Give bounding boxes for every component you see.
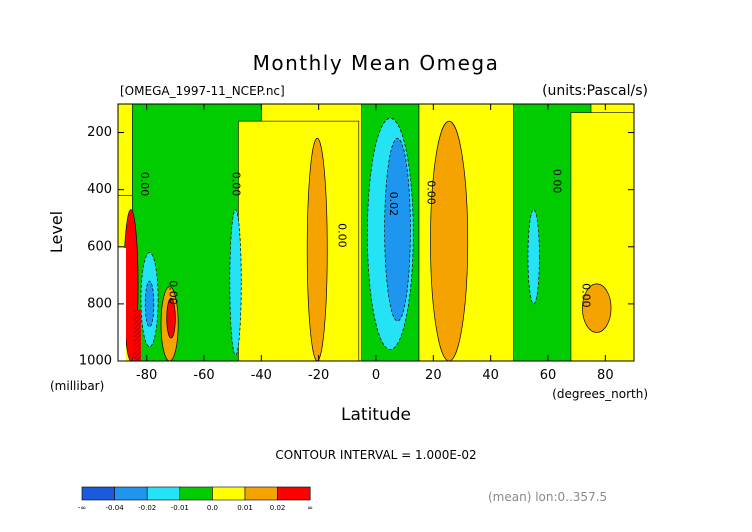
colorbar-label: 0.0 [207, 504, 218, 512]
feature-orange [430, 120, 469, 361]
feature-orange [306, 137, 328, 361]
contour-label: 0.00 [579, 283, 592, 308]
contour-label: 0.02 [387, 192, 400, 217]
units-label: (units:Pascal/s) [542, 83, 648, 99]
y-axis-units: (millibar) [50, 379, 104, 393]
x-tick-label: 0 [372, 368, 380, 383]
contour-label: 0.00 [230, 172, 243, 197]
y-axis: 200 400 600 800 1000 [79, 125, 634, 369]
feature-cyan [527, 209, 540, 305]
x-tick-label: 60 [540, 368, 557, 383]
colorbar-label: ∞ [307, 504, 313, 512]
x-tick-label: 80 [597, 368, 614, 383]
x-axis-units: (degrees_north) [552, 387, 648, 401]
contour-fill [118, 104, 634, 361]
x-tick-label: -80 [136, 368, 157, 383]
feature-red [166, 297, 176, 339]
plot-area: 0.00 0.00 0.00 0.00 0.02 0.00 0.00 0.00 [117, 103, 635, 362]
colorbar-label: -0.01 [171, 504, 189, 512]
colorbar-label: 0.01 [237, 504, 253, 512]
x-tick-label: -20 [308, 368, 329, 383]
feature-blue [144, 280, 155, 328]
colorbar-swatch [179, 486, 213, 501]
contour-label: 0.00 [166, 280, 179, 305]
x-tick-label: 20 [425, 368, 442, 383]
colorbar-swatch [212, 486, 246, 501]
contour-interval-text: CONTOUR INTERVAL = 1.000E-02 [275, 448, 476, 462]
contour-label: 0.00 [551, 169, 564, 194]
y-tick-label: 200 [87, 125, 112, 140]
y-tick-label: 600 [87, 239, 112, 254]
y-tick-label: 800 [87, 296, 112, 311]
y-axis-title: Level [47, 211, 66, 253]
feature-orange [582, 283, 612, 333]
colorbar-label: 0.02 [270, 504, 286, 512]
colorbar-label: -0.04 [106, 504, 125, 512]
chart-title: Monthly Mean Omega [253, 51, 500, 75]
colorbar-swatch [244, 486, 278, 501]
file-label: [OMEGA_1997-11_NCEP.nc] [120, 84, 285, 98]
contour-label: 0.00 [424, 180, 437, 205]
colorbar-label: -0.02 [138, 504, 156, 512]
colorbar-swatch [81, 486, 115, 501]
y-tick-label: 400 [87, 182, 112, 197]
region-yellow [238, 120, 360, 361]
x-axis-title: Latitude [341, 405, 411, 425]
x-axis: -80 -60 -40 -20 0 20 40 60 80 [136, 104, 614, 383]
contour-labels: 0.00 0.00 0.00 0.00 0.02 0.00 0.00 0.00 [138, 169, 592, 308]
colorbar-swatch [146, 486, 181, 501]
colorbar-swatch [277, 486, 311, 501]
contour-label: 0.00 [138, 172, 151, 197]
y-tick-label: 1000 [79, 354, 112, 369]
x-tick-label: -60 [193, 368, 214, 383]
feature-blue [384, 137, 411, 322]
colorbar-swatch [114, 486, 148, 501]
contour-label: 0.00 [336, 223, 349, 248]
x-tick-label: -40 [251, 368, 272, 383]
colorbar: -∞ -0.04 -0.02 -0.01 0.0 0.01 0.02 ∞ [78, 486, 313, 512]
hatched-max [133, 309, 141, 361]
colorbar-label: -∞ [78, 504, 86, 512]
footnote: (mean) lon:0..357.5 [488, 490, 607, 504]
x-tick-label: 40 [482, 368, 499, 383]
missing-data-patch [118, 248, 126, 361]
feature-cyan [229, 209, 242, 356]
